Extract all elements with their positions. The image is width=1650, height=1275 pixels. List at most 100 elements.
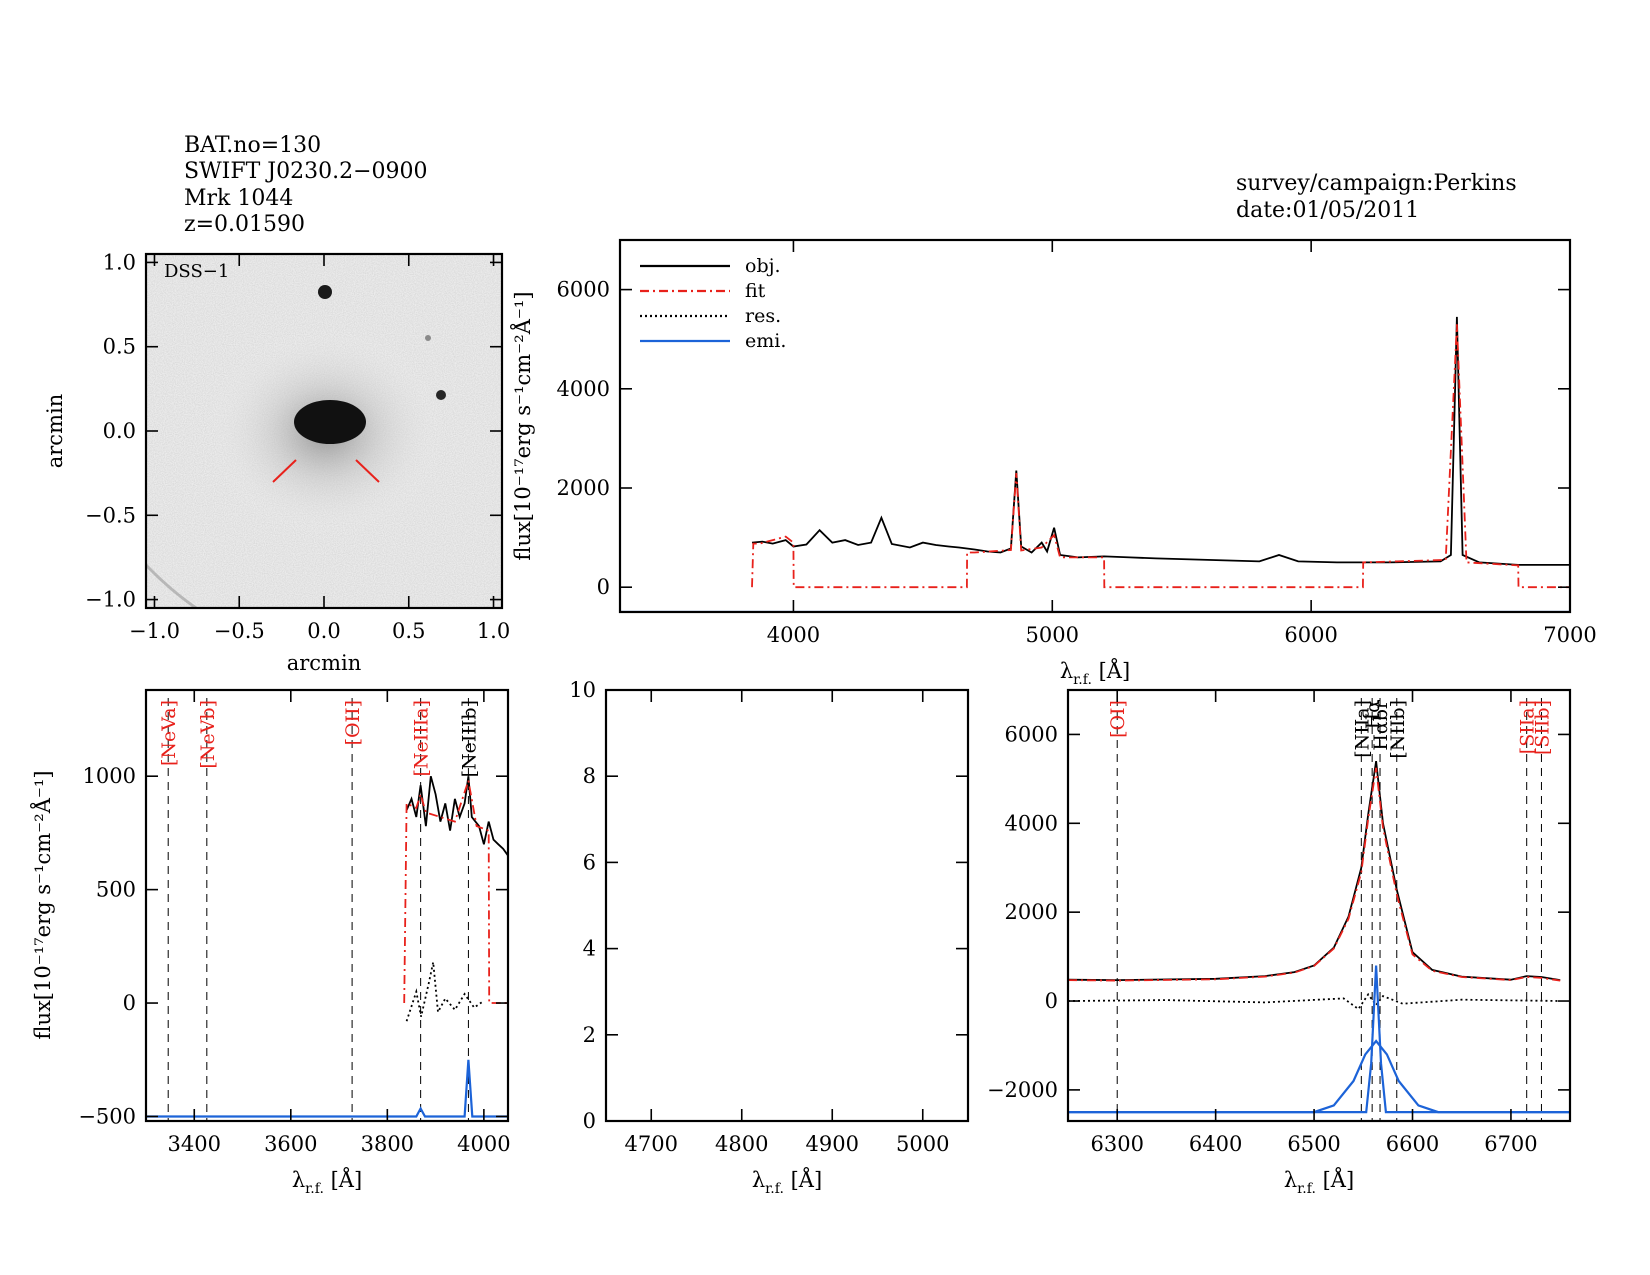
series-emi bbox=[146, 1059, 508, 1118]
star-faint bbox=[425, 335, 431, 341]
y-tick-label: 8 bbox=[583, 764, 596, 788]
header-info: BAT.no=130 SWIFT J0230.2−0900 Mrk 1044 z… bbox=[184, 133, 1517, 237]
plot-frame bbox=[604, 688, 970, 1123]
x-axis-label: λr.f. [Å] bbox=[1060, 658, 1130, 688]
plot-frame bbox=[618, 238, 1572, 614]
x-tick-label: 0.5 bbox=[392, 619, 425, 643]
legend-label-fit: fit bbox=[745, 280, 766, 302]
marker-right bbox=[355, 459, 380, 483]
x-tick-label: 3800 bbox=[361, 1132, 414, 1156]
y-tick-label: 0.5 bbox=[103, 335, 136, 359]
y-tick-label: 6000 bbox=[557, 278, 610, 302]
x-tick-label: 5000 bbox=[1026, 623, 1079, 647]
bat-number: BAT.no=130 bbox=[184, 133, 321, 158]
y-tick-label: 0 bbox=[123, 991, 136, 1015]
redshift: z=0.01590 bbox=[184, 212, 305, 237]
emission-line-label: [NeVa] bbox=[158, 700, 180, 766]
survey-campaign: survey/campaign:Perkins bbox=[1236, 171, 1517, 196]
x-tick-label: 3400 bbox=[168, 1132, 221, 1156]
series-res bbox=[1068, 992, 1561, 1011]
series-fit bbox=[1068, 767, 1561, 982]
emission-line-label: [OI] bbox=[1107, 700, 1129, 738]
plot-frame bbox=[144, 688, 510, 1123]
y-tick-label: 1.0 bbox=[103, 250, 136, 274]
x-tick-label: −0.5 bbox=[214, 619, 265, 643]
hbeta-zoom-panel: 4700 4800 4900 5000 0 2 4 6 8 10 λr.f. [Å] bbox=[569, 678, 970, 1197]
emission-line-label: [NIIa] bbox=[1351, 700, 1373, 758]
emission-line-label: [NeVb] bbox=[197, 700, 219, 769]
series-fit bbox=[751, 324, 1570, 589]
y-tick-label: −1.0 bbox=[85, 588, 136, 612]
legend: obj. fit res. emi. bbox=[640, 255, 786, 352]
x-tick-label: 6000 bbox=[1284, 623, 1337, 647]
emission-line-label: [SIIa] bbox=[1517, 700, 1539, 754]
x-axis-label: λr.f. [Å] bbox=[1284, 1167, 1354, 1197]
emission-line-label: Hαbr bbox=[1370, 699, 1392, 751]
series-res bbox=[405, 962, 485, 1022]
emission-line-label: Hα bbox=[1362, 700, 1384, 730]
series-emi bbox=[1068, 1039, 1570, 1114]
legend-label-emi: emi. bbox=[745, 330, 786, 352]
emission-line-label: [OII] bbox=[342, 700, 364, 745]
marker-left bbox=[272, 459, 297, 483]
y-axis-label: flux[10⁻¹⁷erg s⁻¹cm⁻²Å⁻¹] bbox=[30, 770, 55, 1039]
x-tick-label: 4900 bbox=[806, 1132, 859, 1156]
star-east bbox=[436, 390, 446, 400]
x-axis-label: λr.f. [Å] bbox=[292, 1167, 362, 1197]
x-tick-label: 5000 bbox=[896, 1132, 949, 1156]
x-axis-label: λr.f. [Å] bbox=[752, 1167, 822, 1197]
y-tick-label: −0.5 bbox=[85, 503, 136, 527]
x-tick-label: 4800 bbox=[715, 1132, 768, 1156]
y-tick-label: 0.0 bbox=[103, 419, 136, 443]
y-tick-label: 4000 bbox=[557, 377, 610, 401]
observation-date: date:01/05/2011 bbox=[1236, 198, 1419, 223]
y-tick-label: −500 bbox=[78, 1104, 136, 1128]
galaxy-nucleus bbox=[294, 400, 366, 444]
y-tick-label: 0 bbox=[1045, 989, 1058, 1013]
survey-image-label: DSS−1 bbox=[164, 261, 229, 282]
y-axis-label: flux[10⁻¹⁷erg s⁻¹cm⁻²Å⁻¹] bbox=[510, 291, 535, 560]
x-tick-label: 4000 bbox=[767, 623, 820, 647]
x-tick-label: 7000 bbox=[1543, 623, 1596, 647]
x-tick-label: 3600 bbox=[264, 1132, 317, 1156]
x-tick-label: 6700 bbox=[1484, 1132, 1537, 1156]
full-spectrum-panel: 4000 5000 6000 7000 0 2000 4000 6000 λr.f. [Å] fl… bbox=[510, 238, 1597, 688]
dss-image-panel: DSS−1 arcmin arcmin −1.0 −0.5 0.0 0.5 1.0 −1.… bbox=[43, 250, 510, 675]
x-tick-label: 6500 bbox=[1287, 1132, 1340, 1156]
series-emi bbox=[1068, 965, 1570, 1114]
y-tick-label: 0 bbox=[597, 575, 610, 599]
x-tick-label: 1.0 bbox=[477, 619, 510, 643]
x-tick-label: 4700 bbox=[625, 1132, 678, 1156]
y-tick-label: 4 bbox=[583, 937, 596, 961]
plot-frame bbox=[1066, 688, 1572, 1123]
blue-zoom-panel: [NeVa] [NeVb] [OII] [NeIIIa] [NeIIIb] 3400 360… bbox=[30, 688, 511, 1197]
y-tick-label: 0 bbox=[583, 1109, 596, 1133]
emission-line-label: [NIIb] bbox=[1387, 700, 1409, 759]
x-tick-label: 0.0 bbox=[307, 619, 340, 643]
y-tick-label: 4000 bbox=[1005, 811, 1058, 835]
legend-label-res: res. bbox=[745, 305, 781, 327]
object-name: Mrk 1044 bbox=[184, 186, 293, 211]
y-tick-label: 6000 bbox=[1005, 722, 1058, 746]
swift-name: SWIFT J0230.2−0900 bbox=[184, 159, 428, 184]
y-tick-label: 2 bbox=[583, 1023, 596, 1047]
series-fit bbox=[403, 780, 508, 1004]
y-tick-label: 2000 bbox=[557, 476, 610, 500]
emission-line-label: [SIIb] bbox=[1531, 700, 1553, 755]
star-north bbox=[318, 285, 332, 299]
y-tick-label: 2000 bbox=[1005, 900, 1058, 924]
emission-line-label: [NeIIIb] bbox=[458, 700, 480, 777]
y-tick-label: 500 bbox=[96, 878, 136, 902]
image-x-axis-label: arcmin bbox=[287, 651, 361, 675]
x-tick-label: 4000 bbox=[457, 1132, 510, 1156]
x-tick-label: −1.0 bbox=[129, 619, 180, 643]
emission-line-label: [NeIIIa] bbox=[411, 700, 433, 777]
y-tick-label: 1000 bbox=[83, 764, 136, 788]
y-tick-label: 10 bbox=[569, 678, 596, 702]
x-tick-label: 6600 bbox=[1386, 1132, 1439, 1156]
x-tick-label: 6400 bbox=[1189, 1132, 1242, 1156]
series-obj bbox=[1068, 760, 1561, 982]
y-tick-label: 6 bbox=[583, 850, 596, 874]
